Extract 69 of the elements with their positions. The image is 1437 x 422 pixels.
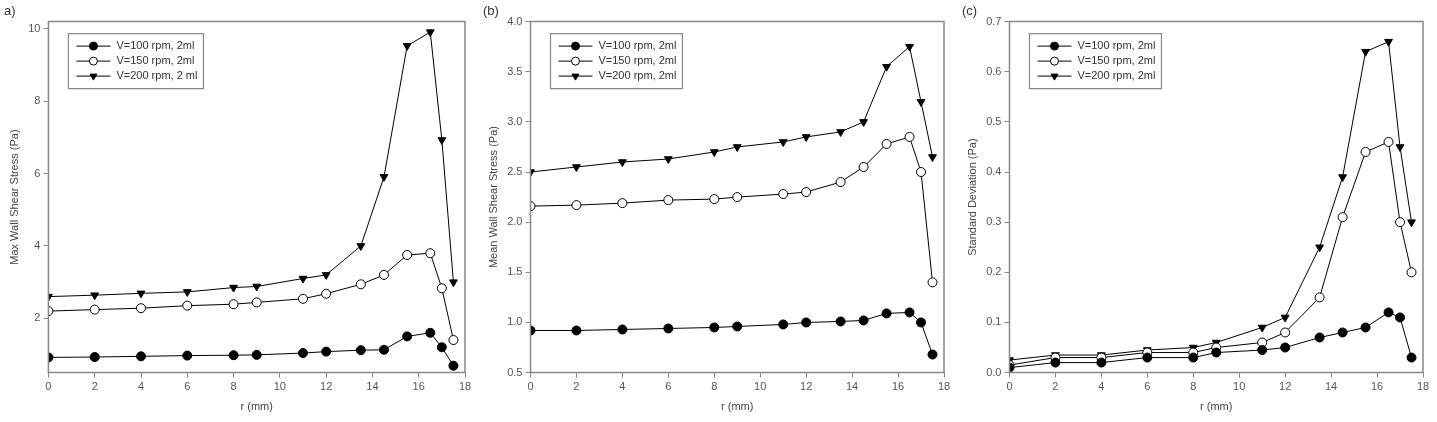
y-tick-label: 0.0: [986, 365, 1002, 378]
y-tick-label: 1.0: [507, 315, 523, 328]
x-tick-label: 0: [527, 380, 534, 393]
y-tick-label: 2.0: [507, 215, 523, 228]
y-tick-label: 0.2: [986, 265, 1002, 278]
x-tick-label: 0: [45, 380, 52, 393]
chart-title: a): [4, 3, 16, 19]
x-tick-label: 0: [1006, 380, 1013, 393]
x-tick-label: 2: [573, 380, 580, 393]
x-tick-label: 18: [1416, 380, 1430, 393]
legend-label: V=150 rpm, 2ml: [1077, 54, 1156, 67]
x-tick-label: 8: [230, 380, 237, 393]
x-tick-label: 10: [1233, 380, 1246, 393]
x-tick-label: 6: [665, 380, 672, 393]
y-tick-label: 0.7: [986, 14, 1002, 27]
chart-title: (b): [483, 3, 499, 19]
x-tick-label: 8: [1190, 380, 1197, 393]
x-axis-title: r (mm): [240, 400, 273, 413]
legend-label: V=200 rpm, 2ml: [1077, 69, 1156, 82]
legend-label: V=100 rpm, 2ml: [598, 39, 677, 52]
legend-label: V=200 rpm, 2ml: [598, 69, 677, 82]
y-tick-label: 0.1: [986, 315, 1002, 328]
y-axis-title: Max Wall Shear Stress (Pa): [7, 129, 20, 265]
legend-label: V=150 rpm, 2ml: [116, 54, 195, 67]
x-tick-label: 12: [800, 380, 813, 393]
y-tick-label: 3.0: [507, 114, 523, 127]
x-tick-label: 16: [891, 380, 905, 393]
x-axis-title: r (mm): [721, 400, 754, 413]
x-tick-label: 6: [184, 380, 191, 393]
x-tick-label: 16: [1370, 380, 1384, 393]
y-tick-label: 3.5: [507, 64, 523, 77]
x-tick-label: 16: [412, 380, 425, 393]
x-tick-label: 6: [1144, 380, 1151, 393]
y-axis-title: Standard Deviation (Pa): [965, 138, 978, 256]
x-tick-label: 12: [1279, 380, 1292, 393]
x-tick-label: 14: [366, 380, 379, 393]
x-tick-label: 2: [1052, 380, 1059, 393]
legend-label: V=150 rpm, 2ml: [598, 54, 677, 67]
y-tick-label: 10: [28, 21, 41, 34]
x-tick-label: 8: [711, 380, 718, 393]
y-tick-label: 4: [34, 238, 41, 251]
x-tick-label: 18: [458, 380, 472, 393]
x-axis-title: r (mm): [1200, 400, 1233, 413]
y-tick-label: 0.3: [986, 215, 1002, 228]
y-tick-label: 2: [34, 311, 41, 324]
x-tick-label: 10: [754, 380, 767, 393]
x-tick-label: 12: [320, 380, 333, 393]
x-tick-label: 18: [937, 380, 951, 393]
x-tick-label: 4: [137, 380, 145, 393]
y-tick-label: 0.6: [986, 64, 1002, 77]
y-axis-title: Mean Wall Shear Stress (Pa): [486, 126, 499, 269]
y-tick-label: 0.5: [986, 114, 1002, 127]
y-tick-label: 2.5: [507, 165, 523, 178]
legend-label: V=100 rpm, 2ml: [1077, 39, 1156, 52]
y-tick-label: 0.5: [507, 365, 523, 378]
x-tick-label: 14: [845, 380, 859, 393]
chart-title: (c): [962, 3, 978, 19]
x-tick-label: 4: [1098, 380, 1105, 393]
y-tick-label: 0.4: [986, 165, 1002, 178]
y-tick-label: 1.5: [507, 265, 523, 278]
x-tick-label: 10: [273, 380, 286, 393]
y-tick-label: 6: [34, 166, 41, 179]
legend-label: V=200 rpm, 2 ml: [116, 69, 198, 82]
x-tick-label: 2: [91, 380, 98, 393]
y-tick-label: 8: [34, 94, 41, 107]
x-tick-label: 14: [1324, 380, 1338, 393]
x-tick-label: 4: [619, 380, 626, 393]
y-tick-label: 4.0: [507, 14, 523, 27]
legend-label: V=100 rpm, 2ml: [116, 39, 195, 52]
